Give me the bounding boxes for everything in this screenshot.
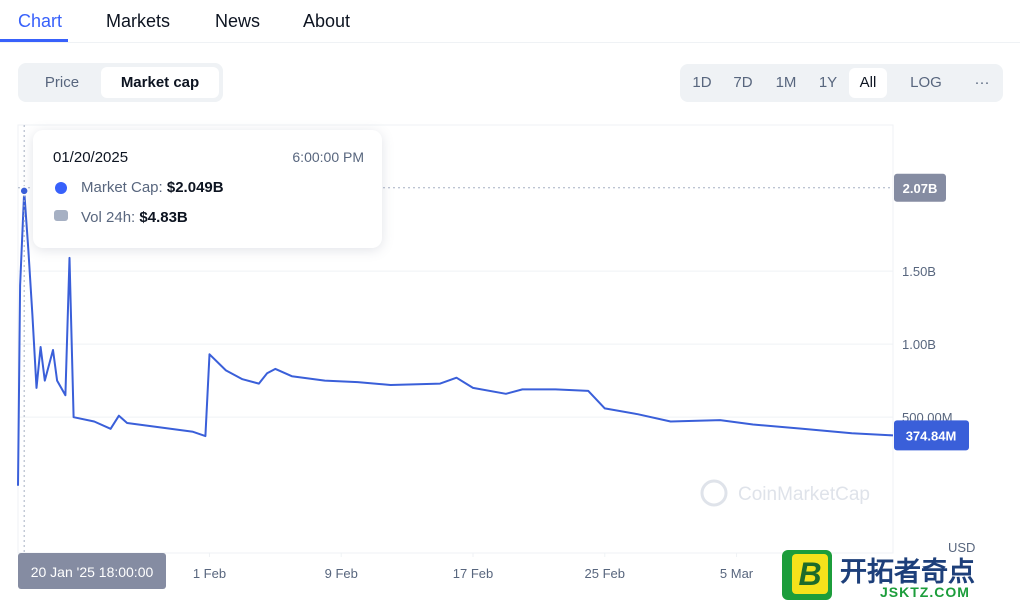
hover-x-label: 20 Jan '25 18:00:00: [31, 564, 154, 580]
tooltip-label: Market Cap: $2.049B: [81, 179, 224, 196]
site-name: 开拓者奇点: [840, 557, 975, 587]
y-tick-label: 1.50B: [902, 264, 936, 279]
legend-icon: [54, 210, 68, 221]
range-button[interactable]: 1D: [692, 74, 712, 91]
label: Vol 24h:: [81, 209, 136, 226]
line: [17, 189, 894, 486]
icon-letter: B: [792, 554, 828, 594]
hover-y-badge: [894, 173, 946, 202]
x-tick-label: 17 Feb: [453, 566, 493, 581]
tooltip-date: 01/20/2025: [53, 149, 129, 166]
current-badge: [894, 420, 969, 451]
range-button[interactable]: ···: [974, 74, 990, 91]
tab[interactable]: Chart: [18, 11, 63, 31]
range-button[interactable]: LOG: [910, 74, 942, 91]
range-group: 1D 7D 1M 1Y All LOG ···: [680, 64, 1003, 102]
x-tick-label: 25 Feb: [585, 566, 625, 581]
current-label: 374.84M: [906, 428, 957, 443]
watermark: CoinMarketCap: [738, 484, 870, 505]
x-tick-label: 9 Feb: [325, 566, 358, 581]
tab-bar: Chart Markets News About: [0, 0, 1020, 43]
site-logo-icon: B: [782, 550, 832, 600]
range-button[interactable]: 7D: [733, 74, 753, 91]
plot-frame: [17, 124, 894, 554]
range-button[interactable]: 1Y: [818, 74, 838, 91]
legend-dot: [55, 182, 67, 194]
x-tick-label: 1 Feb: [193, 566, 226, 581]
hover-point: [19, 186, 29, 196]
toggle-option[interactable]: Price: [44, 74, 80, 91]
label: Market Cap:: [81, 179, 163, 196]
value: $2.049B: [166, 179, 224, 196]
toggle: Price Market cap: [18, 63, 223, 102]
hover-y-label: 2.07B: [903, 181, 938, 196]
tab-underline: [0, 39, 68, 42]
value: $4.83B: [139, 209, 188, 226]
watermark-logo: [700, 479, 728, 507]
tab[interactable]: Markets: [106, 11, 171, 31]
y-tick-label: 1.00B: [902, 337, 936, 352]
tab[interactable]: About: [303, 11, 351, 31]
tab[interactable]: News: [215, 11, 261, 31]
range-button[interactable]: All: [849, 68, 887, 98]
tooltip: 01/20/2025 6:00:00 PM Market Cap: $2.049…: [33, 130, 382, 248]
tooltip-time: 6:00:00 PM: [292, 149, 364, 165]
tooltip-label: Vol 24h: $4.83B: [81, 209, 188, 226]
currency: USD: [948, 540, 975, 555]
x-tick-label: 5 Mar: [720, 566, 754, 581]
toggle-option[interactable]: Market cap: [101, 67, 219, 98]
hover-x-badge: [18, 553, 166, 589]
site-url: JSKTZ.COM: [880, 584, 970, 600]
range-button[interactable]: 1M: [775, 74, 797, 91]
